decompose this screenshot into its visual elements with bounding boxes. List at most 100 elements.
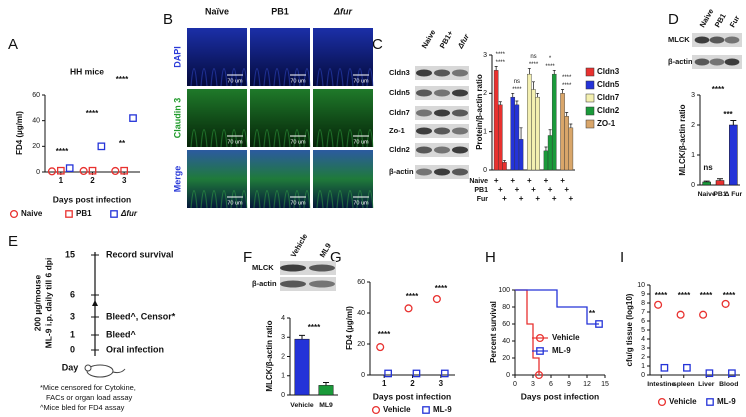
- significance: ****: [86, 109, 99, 118]
- blot-band: [309, 264, 335, 272]
- y-axis-label: Protein/β-actin ratio: [475, 74, 484, 150]
- table-mark: +: [564, 185, 569, 194]
- y-tick-label: 2: [691, 122, 695, 129]
- blot-row-label: β-actin: [389, 167, 414, 176]
- villus-texture: [346, 190, 354, 209]
- mouse-tail: [112, 368, 126, 374]
- legend-label: Cldn5: [597, 80, 620, 89]
- significance: **: [589, 309, 596, 318]
- table-mark: +: [569, 194, 574, 203]
- x-tick-label: PB1: [713, 191, 726, 198]
- micrograph: [187, 28, 247, 86]
- legend-marker: [657, 397, 667, 407]
- marker: [676, 310, 685, 319]
- panel-letter: E: [8, 233, 18, 250]
- blot-band: [416, 89, 432, 97]
- micrograph: [313, 150, 373, 208]
- villus-texture: [316, 68, 324, 87]
- significance: ****: [378, 330, 391, 339]
- scale-bar-label: 70 um: [227, 200, 243, 206]
- villus-texture: [336, 68, 344, 87]
- x-tick-label: 15: [601, 381, 609, 388]
- x-tick-label: 2: [410, 379, 415, 388]
- villus-texture: [253, 190, 261, 209]
- bar: [543, 150, 549, 171]
- table-mark: +: [531, 185, 536, 194]
- blot-row-label: MLCK: [668, 35, 690, 44]
- y-axis-label: Percent survival: [489, 301, 498, 363]
- error-bar: [703, 180, 710, 182]
- blot-band: [709, 36, 725, 44]
- column-header: Δfur: [333, 6, 353, 16]
- significance: ****: [435, 284, 448, 293]
- censor-marker: [595, 320, 603, 328]
- treatment-note: 200 µg/mouse: [32, 275, 42, 332]
- villus-texture: [356, 129, 364, 148]
- villus-texture: [220, 68, 228, 87]
- villus-texture: [200, 129, 208, 148]
- villus-texture: [240, 68, 248, 87]
- x-tick-label: 2: [90, 176, 95, 185]
- error-bar: [552, 69, 556, 75]
- table-mark: +: [502, 194, 507, 203]
- micrograph: [313, 28, 373, 86]
- legend-marker: [371, 405, 381, 415]
- y-tick-label: 40: [502, 338, 510, 345]
- column-header: Naïve: [205, 6, 229, 16]
- y-tick-label: 5: [641, 327, 645, 334]
- legend-label: Cldn2: [597, 106, 620, 115]
- y-tick-label: 0: [483, 167, 487, 174]
- blot-band: [452, 146, 468, 154]
- villus-texture: [366, 190, 374, 209]
- blot-band: [452, 127, 468, 135]
- error-bar: [569, 123, 573, 128]
- blot-band: [416, 168, 432, 176]
- y-tick-label: 60: [32, 92, 40, 99]
- y-tick-label: 3: [483, 52, 487, 59]
- table-mark: +: [560, 176, 565, 185]
- survival-curve: [515, 289, 599, 325]
- villus-texture: [316, 190, 324, 209]
- significance: ****: [529, 62, 539, 68]
- y-tick-label: 40: [357, 310, 365, 317]
- blot-row-label: β-actin: [252, 279, 277, 288]
- y-tick-label: 7: [641, 309, 645, 316]
- table-mark: +: [515, 185, 520, 194]
- marker: [404, 304, 413, 313]
- legend-label: Vehicle: [383, 405, 411, 414]
- villus-texture: [293, 68, 301, 87]
- y-axis-label: MLCK/β-actin ratio: [265, 320, 274, 391]
- marker: [376, 343, 385, 352]
- panel-letter: A: [8, 36, 18, 53]
- legend-marker: [706, 398, 714, 406]
- marker: [88, 166, 97, 175]
- blot-band: [434, 89, 450, 97]
- villus-texture: [190, 190, 198, 209]
- row-label: DAPI: [172, 46, 182, 68]
- blot-band: [434, 127, 450, 135]
- error-bar: [527, 68, 531, 75]
- blot-band: [280, 280, 306, 288]
- table-row-label: PB1: [474, 187, 488, 194]
- x-tick-label: ML9: [319, 402, 333, 409]
- villus-texture: [263, 129, 271, 148]
- timeline-day: 3: [70, 311, 75, 321]
- marker: [129, 114, 137, 122]
- x-tick-label: 9: [567, 381, 571, 388]
- legend-marker: [65, 210, 73, 218]
- y-tick-label: 1: [483, 129, 487, 136]
- table-row-label: Naive: [469, 178, 488, 185]
- marker: [705, 369, 714, 378]
- table-mark: +: [519, 194, 524, 203]
- villus-texture: [240, 190, 248, 209]
- legend-label: Vehicle: [669, 397, 697, 406]
- micrograph: [313, 89, 373, 147]
- footnote: FACs or organ load assay: [46, 393, 133, 402]
- micrograph: [187, 89, 247, 147]
- error-bar: [519, 127, 523, 140]
- bar: [294, 338, 310, 396]
- significance: ****: [562, 75, 572, 81]
- bar: [518, 139, 524, 171]
- villus-texture: [346, 129, 354, 148]
